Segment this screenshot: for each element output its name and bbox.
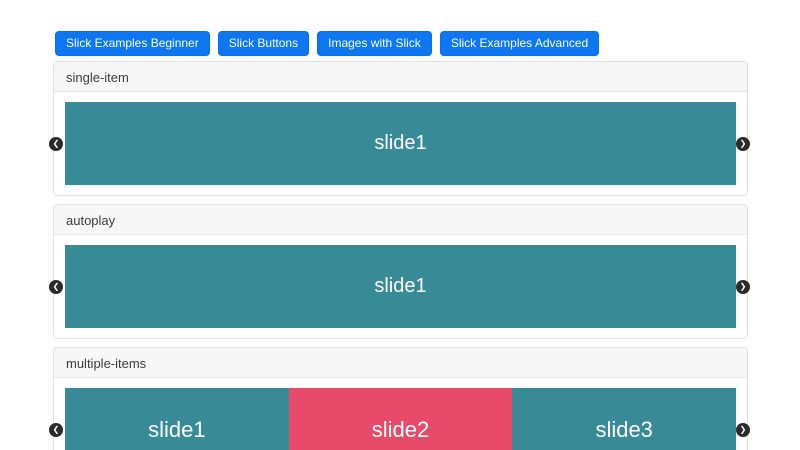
carousel-autoplay: ❮ slide1 ❯ (49, 235, 750, 338)
slide-track: slide1 slide2 slide3 (65, 388, 737, 450)
nav-button-images-with-slick[interactable]: Images with Slick (317, 31, 432, 56)
slide: slide3 (512, 388, 737, 450)
slide-label: slide1 (148, 416, 206, 442)
carousel-prev-button[interactable]: ❮ (49, 136, 63, 151)
slide-track: slide1 (65, 245, 736, 328)
card-autoplay: autoplay ❮ slide1 ❯ (49, 204, 750, 339)
slide-label: slide1 (374, 132, 427, 154)
chevron-left-icon: ❮ (52, 281, 60, 291)
carousel-next-button[interactable]: ❯ (736, 422, 750, 437)
card-title: autoplay (54, 205, 747, 235)
nav-button-slick-examples-advanced[interactable]: Slick Examples Advanced (439, 31, 600, 56)
carousel-next-button[interactable]: ❯ (736, 279, 750, 294)
chevron-left-icon: ❮ (52, 424, 60, 434)
slide: slide1 (65, 245, 736, 328)
nav-button-slick-examples-beginner[interactable]: Slick Examples Beginner (55, 31, 210, 56)
carousel-single-item: ❮ slide1 ❯ (49, 92, 750, 195)
slide: slide1 (65, 102, 736, 185)
nav-button-slick-buttons[interactable]: Slick Buttons (217, 31, 310, 56)
slide-track: slide1 (65, 102, 736, 185)
card-multiple-items: multiple-items ❮ slide1 slide2 slide3 ❯ (49, 347, 750, 450)
slide: slide2 (288, 388, 513, 450)
carousel-prev-button[interactable]: ❮ (49, 422, 63, 437)
slide-label: slide1 (374, 275, 427, 297)
chevron-right-icon: ❯ (739, 424, 747, 434)
slide-label: slide3 (595, 416, 653, 442)
carousel-multiple-items: ❮ slide1 slide2 slide3 ❯ (49, 378, 750, 450)
card-title: multiple-items (54, 348, 747, 378)
chevron-left-icon: ❮ (52, 138, 60, 148)
carousel-next-button[interactable]: ❯ (736, 136, 750, 151)
chevron-right-icon: ❯ (739, 138, 747, 148)
slide-label: slide2 (371, 416, 430, 442)
slide: slide1 (65, 388, 289, 450)
card-title: single-item (54, 62, 747, 92)
card-single-item: single-item ❮ slide1 ❯ (49, 61, 750, 196)
nav-button-row: Slick Examples Beginner Slick Buttons Im… (55, 31, 748, 56)
carousel-prev-button[interactable]: ❮ (49, 279, 63, 294)
chevron-right-icon: ❯ (739, 281, 747, 291)
